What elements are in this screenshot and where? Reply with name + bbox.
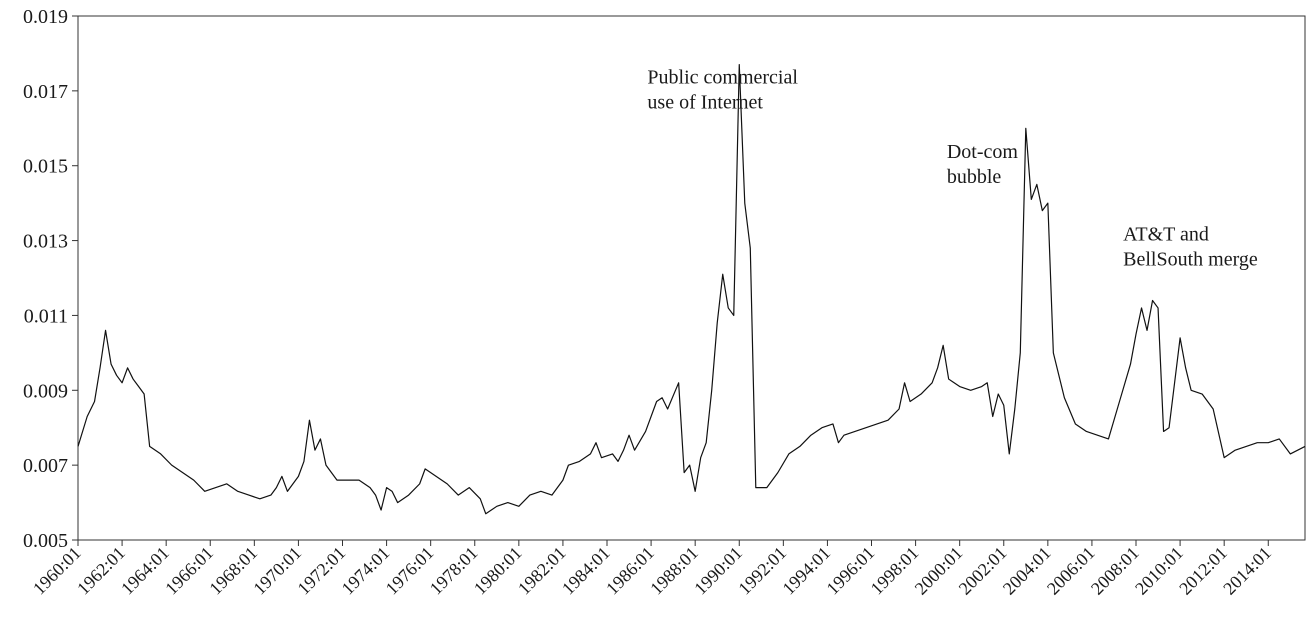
x-tick-label: 2008:01	[1087, 543, 1143, 599]
x-tick-label: 2000:01	[911, 543, 967, 599]
x-tick-label: 1962:01	[73, 543, 129, 599]
x-tick-label: 1970:01	[249, 543, 305, 599]
x-axis: 1960:011962:011964:011966:011968:011970:…	[29, 540, 1275, 599]
annotations: Public commercial use of Internet Dot-com b…	[647, 66, 1257, 270]
annotation-line: BellSouth merge	[1123, 249, 1258, 271]
x-tick-label: 1986:01	[602, 543, 658, 599]
annotation-line: use of Internet	[647, 91, 763, 113]
y-tick-label: 0.017	[23, 81, 68, 103]
annotation-line: Dot-com	[947, 141, 1019, 163]
x-tick-label: 1964:01	[117, 543, 173, 599]
x-tick-label: 1982:01	[514, 543, 570, 599]
annotation-line: Public commercial	[647, 66, 798, 88]
x-tick-label: 1988:01	[646, 543, 702, 599]
x-tick-label: 1974:01	[338, 543, 394, 599]
x-tick-label: 1992:01	[734, 543, 790, 599]
x-tick-label: 1966:01	[161, 543, 217, 599]
x-tick-label: 1978:01	[426, 543, 482, 599]
y-tick-label: 0.009	[23, 380, 68, 402]
y-tick-label: 0.007	[23, 455, 68, 477]
x-tick-label: 1994:01	[778, 543, 834, 599]
series-line	[77, 64, 1306, 515]
x-tick-label: 2002:01	[955, 543, 1011, 599]
x-tick-label: 1976:01	[382, 543, 438, 599]
y-tick-label: 0.011	[24, 305, 68, 327]
x-tick-label: 1968:01	[205, 543, 261, 599]
x-tick-label: 2010:01	[1131, 543, 1187, 599]
y-tick-label: 0.005	[23, 530, 68, 552]
x-tick-label: 2004:01	[999, 543, 1055, 599]
annotation-text: Dot-com bubble	[947, 141, 1019, 188]
y-tick-label: 0.019	[23, 6, 68, 28]
annotation-text: Public commercial use of Internet	[647, 66, 798, 113]
x-tick-label: 1980:01	[470, 543, 526, 599]
x-tick-label: 1990:01	[690, 543, 746, 599]
x-tick-label: 1998:01	[867, 543, 923, 599]
x-tick-label: 2012:01	[1175, 543, 1231, 599]
annotation-line: bubble	[947, 166, 1002, 188]
y-tick-label: 0.015	[23, 156, 68, 178]
x-tick-label: 1984:01	[558, 543, 614, 599]
plot-frame	[77, 15, 1306, 541]
annotation-line: AT&T and	[1123, 224, 1209, 246]
y-tick-label: 0.013	[23, 231, 68, 253]
x-tick-label: 1972:01	[293, 543, 349, 599]
annotation-text: AT&T and BellSouth merge	[1123, 224, 1258, 271]
x-tick-label: 2014:01	[1219, 543, 1275, 599]
x-tick-label: 1996:01	[822, 543, 878, 599]
x-tick-label: 2006:01	[1043, 543, 1099, 599]
y-axis: 0.005 0.007 0.009 0.011 0.013 0.015 0.017 0.019	[23, 6, 78, 552]
